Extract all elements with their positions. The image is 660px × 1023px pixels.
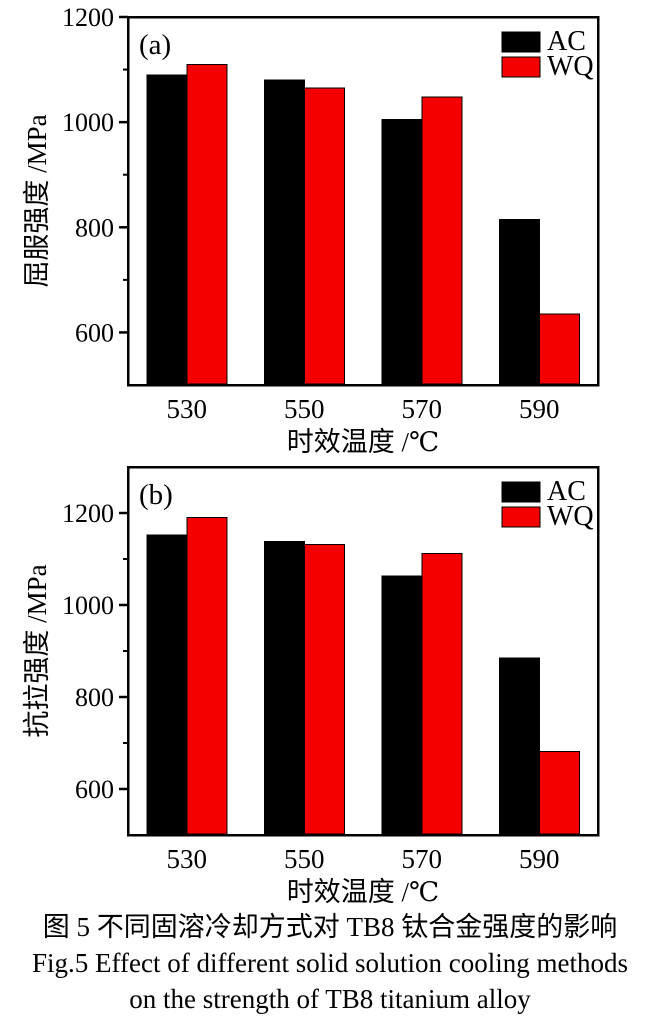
caption-english-line1: Fig.5 Effect of different solid solution… xyxy=(32,948,628,978)
x-tick-label: 570 xyxy=(402,394,443,424)
y-axis-title: 屈服强度 /MPa xyxy=(22,114,52,287)
bar-wq-590 xyxy=(538,313,580,385)
x-tick-label: 590 xyxy=(519,844,560,874)
bar-ac-590 xyxy=(498,657,540,835)
y-tick-label: 1200 xyxy=(62,3,114,32)
bar-wq-570 xyxy=(421,552,463,835)
bar-ac-570 xyxy=(381,119,423,385)
caption-english-line2: on the strength of TB8 titanium alloy xyxy=(129,984,531,1014)
bar-ac-550 xyxy=(263,79,305,385)
chart-yield-strength: 600 800 1000 1200 530 550 570 590 (a) 时效温度 /℃ 屈服强度… xyxy=(22,3,600,455)
bar-wq-570 xyxy=(421,96,463,385)
x-axis-title: 时效温度 /℃ xyxy=(287,427,439,455)
y-tick-label: 600 xyxy=(75,775,114,804)
y-tick-label: 1000 xyxy=(62,591,114,620)
legend-swatch-wq xyxy=(501,56,541,78)
panel-label: (b) xyxy=(139,479,173,511)
caption-chinese: 图 5 不同固溶冷却方式对 TB8 钛合金强度的影响 xyxy=(42,912,618,942)
bar-wq-530 xyxy=(186,517,228,835)
legend-label-wq: WQ xyxy=(547,51,594,82)
bar-ac-590 xyxy=(498,218,540,385)
y-axis-title: 抗拉强度 /MPa xyxy=(22,564,52,737)
bar-ac-550 xyxy=(263,541,305,835)
x-tick-label: 530 xyxy=(167,394,208,424)
legend-swatch-ac xyxy=(501,481,541,503)
bar-ac-530 xyxy=(146,74,188,385)
x-tick-label: 550 xyxy=(284,394,325,424)
plot-frame xyxy=(126,465,600,837)
bar-ac-530 xyxy=(146,534,188,835)
plot-frame xyxy=(126,15,600,387)
x-tick-label: 570 xyxy=(402,844,443,874)
y-tick-label: 1000 xyxy=(62,108,114,137)
bar-wq-550 xyxy=(303,544,345,835)
legend-label-ac: AC xyxy=(547,26,586,57)
panel-label: (a) xyxy=(139,29,171,61)
bar-ac-570 xyxy=(381,575,423,835)
x-tick-label: 550 xyxy=(284,844,325,874)
y-tick-label: 800 xyxy=(75,213,114,242)
y-tick-label: 600 xyxy=(75,318,114,347)
legend-swatch-wq xyxy=(501,506,541,528)
legend-swatch-ac xyxy=(501,31,541,53)
x-tick-label: 590 xyxy=(519,394,560,424)
bar-wq-530 xyxy=(186,63,228,385)
legend-label-wq: WQ xyxy=(547,501,594,532)
legend-label-ac: AC xyxy=(547,476,586,507)
x-tick-label: 530 xyxy=(167,844,208,874)
bar-wq-590 xyxy=(538,750,580,835)
x-axis-title: 时效温度 /℃ xyxy=(287,877,439,907)
chart-tensile-strength: 600 800 1000 1200 530 550 570 590 (b) 时效温度 /℃ 抗拉强度… xyxy=(22,465,600,907)
y-tick-label: 1200 xyxy=(62,499,114,528)
bar-wq-550 xyxy=(303,87,345,385)
y-tick-label: 800 xyxy=(75,683,114,712)
figure-caption: 图 5 不同固溶冷却方式对 TB8 钛合金强度的影响 Fig.5 Effect … xyxy=(0,909,660,1017)
